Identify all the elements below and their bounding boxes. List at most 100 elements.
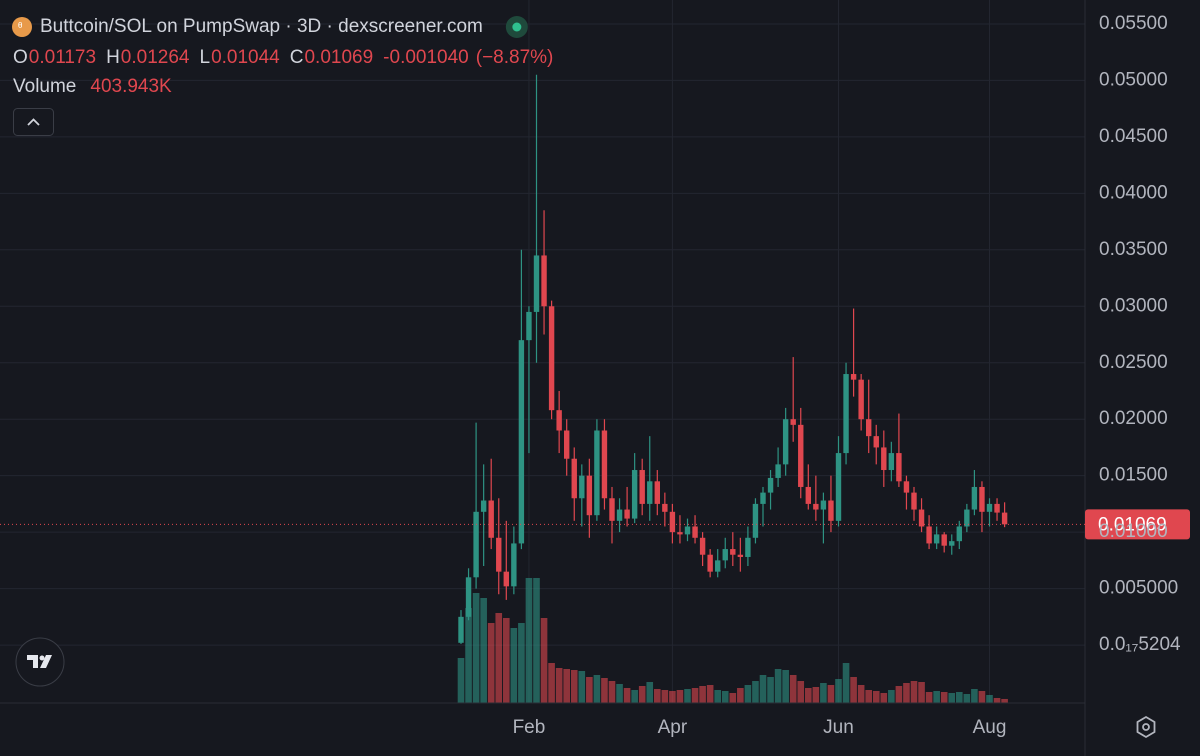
volume-bar bbox=[691, 688, 699, 703]
volume-bar bbox=[963, 694, 971, 703]
candle-body bbox=[813, 503, 819, 510]
y-tick-label: 0.03000 bbox=[1099, 295, 1168, 316]
legend-value: 0.01173 bbox=[29, 47, 96, 68]
y-tick-label: 0.005000 bbox=[1099, 578, 1178, 599]
candle-body bbox=[737, 554, 744, 557]
volume-bar bbox=[729, 693, 737, 703]
candle-body bbox=[662, 503, 668, 512]
candle-body bbox=[820, 500, 827, 510]
volume-bar bbox=[661, 690, 669, 703]
candle-body bbox=[933, 534, 940, 544]
volume-legend-label: Volume bbox=[13, 76, 76, 97]
candle-body bbox=[465, 577, 472, 617]
candle-body bbox=[850, 374, 857, 380]
volume-bar bbox=[978, 691, 986, 703]
volume-bar bbox=[872, 691, 880, 703]
candle-body bbox=[654, 481, 660, 504]
volume-bar bbox=[759, 675, 767, 703]
candle-body bbox=[601, 430, 608, 499]
settings-button[interactable] bbox=[1136, 715, 1156, 739]
candle-body bbox=[586, 475, 593, 516]
last-price-box bbox=[1085, 509, 1190, 540]
volume-bar bbox=[623, 688, 631, 703]
volume-bar bbox=[669, 691, 676, 703]
candle-body bbox=[609, 498, 615, 521]
candle-body bbox=[533, 255, 540, 312]
volume-legend-value: 403.943K bbox=[90, 76, 172, 97]
volume-bar bbox=[570, 670, 578, 703]
volume-bar bbox=[548, 663, 555, 703]
volume-bar bbox=[555, 668, 563, 703]
candle-body bbox=[760, 492, 766, 504]
token-icon bbox=[12, 17, 32, 37]
y-tick-label: 0.0₁₇5204 bbox=[1099, 634, 1181, 655]
volume-bar bbox=[608, 681, 616, 703]
tradingview-logo[interactable] bbox=[15, 637, 65, 687]
volume-bar bbox=[888, 690, 895, 703]
volume-bar bbox=[820, 683, 827, 703]
volume-bar bbox=[857, 685, 865, 703]
volume-bar bbox=[865, 690, 872, 703]
logo-glyph bbox=[27, 655, 52, 668]
candle-body bbox=[858, 379, 864, 420]
candle-body bbox=[496, 537, 502, 572]
candle-body bbox=[518, 340, 525, 544]
volume-bar bbox=[835, 679, 842, 703]
candle-body bbox=[964, 509, 970, 527]
candle-body bbox=[594, 430, 600, 516]
volume-bar bbox=[525, 578, 533, 703]
candle-body bbox=[828, 500, 834, 521]
settings-icon bbox=[1142, 723, 1150, 731]
logo-frame[interactable] bbox=[15, 637, 65, 687]
candle-body bbox=[790, 419, 796, 425]
candle-body bbox=[1001, 512, 1008, 525]
volume-bar bbox=[684, 689, 691, 703]
candle-body bbox=[896, 453, 902, 482]
candle-body bbox=[556, 410, 562, 431]
candle-body bbox=[888, 453, 895, 471]
candle-body bbox=[805, 486, 811, 504]
settings-icon[interactable] bbox=[1136, 715, 1156, 739]
volume-bar bbox=[721, 691, 729, 703]
candle-body bbox=[941, 534, 947, 546]
volume-bar bbox=[880, 693, 888, 703]
volume-bar bbox=[646, 682, 654, 703]
volume-bar bbox=[1001, 698, 1008, 703]
legend-value: 0.01264 bbox=[121, 47, 190, 68]
x-tick-label: Aug bbox=[973, 717, 1007, 738]
volume-layer bbox=[457, 578, 1008, 703]
volume-bar bbox=[948, 693, 956, 703]
candle-body bbox=[715, 560, 721, 572]
y-tick-label: 0.05500 bbox=[1099, 13, 1168, 34]
volume-bar bbox=[918, 682, 925, 703]
volume-bar bbox=[933, 691, 940, 703]
candle-body bbox=[639, 470, 645, 504]
last-price-label: 0.01069 bbox=[1098, 514, 1167, 535]
volume-bar bbox=[472, 593, 480, 703]
candle-body bbox=[624, 509, 630, 519]
volume-bar bbox=[495, 613, 503, 703]
candle-body bbox=[616, 509, 623, 521]
candle-body bbox=[979, 486, 985, 512]
candle-body bbox=[503, 571, 509, 587]
candle-body bbox=[526, 311, 532, 341]
y-tick-label: 0.02000 bbox=[1099, 408, 1168, 429]
volume-bar bbox=[706, 685, 714, 703]
candle-body bbox=[911, 492, 917, 510]
collapse-button[interactable] bbox=[13, 108, 54, 136]
collapse-button-frame[interactable] bbox=[13, 108, 54, 136]
volume-bar bbox=[805, 688, 812, 703]
volume-bar bbox=[812, 687, 820, 703]
volume-bar bbox=[586, 677, 593, 703]
volume-bar bbox=[782, 670, 789, 703]
x-tick-label: Apr bbox=[658, 717, 688, 738]
volume-bar bbox=[503, 618, 510, 703]
volume-bar bbox=[903, 683, 910, 703]
volume-bar bbox=[789, 675, 797, 703]
candle-body bbox=[971, 486, 978, 510]
volume-bar bbox=[910, 681, 918, 703]
candle-body bbox=[699, 537, 706, 555]
volume-bar bbox=[518, 623, 525, 703]
